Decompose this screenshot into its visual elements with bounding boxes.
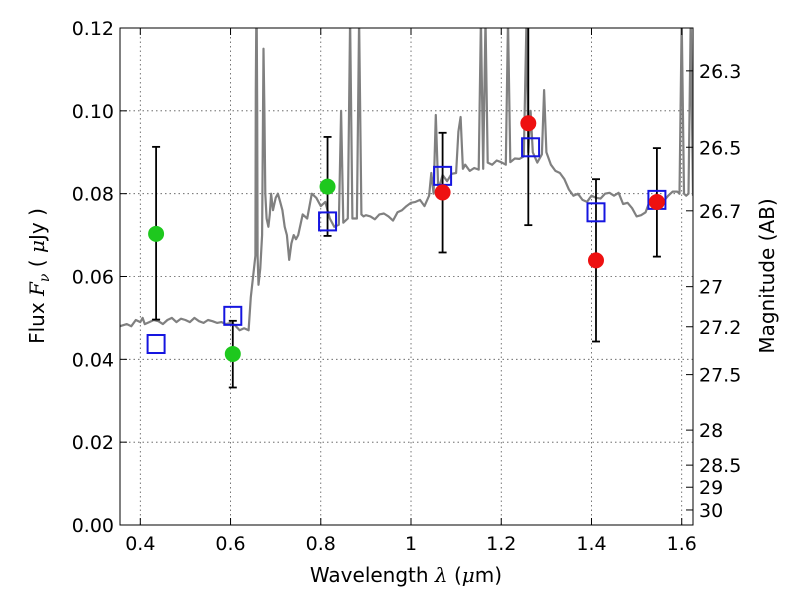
mag-tick-label: 27 [699,277,723,299]
data-point-circle [319,178,336,195]
mag-tick-label: 27.2 [699,317,741,339]
mag-tick-label: 29 [699,477,723,499]
x-axis-title-unit-open: ( [448,563,462,587]
data-point-circle [648,193,665,210]
x-tick-label: 1.6 [667,533,697,555]
y-axis-title-var: F [25,281,49,297]
data-point-square [318,211,338,232]
mag-tick-label: 30 [699,500,723,522]
x-tick-label: 0.8 [306,533,336,555]
mag-tick-label: 28.5 [699,455,741,477]
grid [120,28,693,525]
y-tick-label: 0.04 [72,349,114,371]
data-point-square [586,202,606,223]
data-point-circle [587,252,604,269]
mag-tick-label: 26.5 [699,137,741,159]
y-tick-label: 0.02 [72,432,114,454]
x-tick-label: 1.4 [576,533,606,555]
y-tick-label: 0.00 [72,515,114,537]
y-axis-title-unit-open: ( [25,253,49,274]
y-tick-label: 0.12 [72,18,114,40]
axis-ticks: 0.4 0.6 0.8 1 1.2 1.4 1.6 0.00 0.02 0.04 0.06 0.08 0… [72,18,742,555]
data-point-square [146,334,166,355]
y-tick-label: 0.10 [72,101,114,123]
x-tick-label: 0.4 [125,533,155,555]
x-axis-title-unit-var: μ [462,563,475,587]
y-axis-title: Flux Fν ( μJy ) [25,208,53,344]
y-axis-title-sub: ν [37,273,53,282]
mag-tick-label: 26.7 [699,201,741,223]
x-tick-label: 0.6 [215,533,245,555]
x-axis-title: Wavelength λ (μm) [310,563,502,587]
y-axis-title-prefix: Flux [25,296,49,344]
mag-tick-label: 26.3 [699,61,741,83]
mag-tick-label: 28 [699,420,723,442]
mag-tick-label: 27.5 [699,365,741,387]
data-point-circle [520,115,537,132]
x-axis-title-var: λ [434,563,448,587]
data-point-circle [148,225,165,242]
data-point-circle [224,345,241,362]
x-axis-title-unit-rest: m) [475,563,502,587]
y-axis-title-unit-rest: Jy ) [25,208,49,242]
data-point-square [521,137,541,158]
y-tick-label: 0.06 [72,267,114,289]
x-tick-label: 1.2 [486,533,516,555]
spectrum-line [120,28,693,332]
x-tick-label: 1 [405,533,417,555]
y-tick-label: 0.08 [72,184,114,206]
x-axis-title-prefix: Wavelength [310,563,435,587]
data-point-circle [434,184,451,201]
data-point-square [223,305,243,326]
y-axis-title-unit-var: μ [25,240,49,253]
right-axis-title: Magnitude (AB) [755,198,779,353]
data-points [146,28,667,389]
